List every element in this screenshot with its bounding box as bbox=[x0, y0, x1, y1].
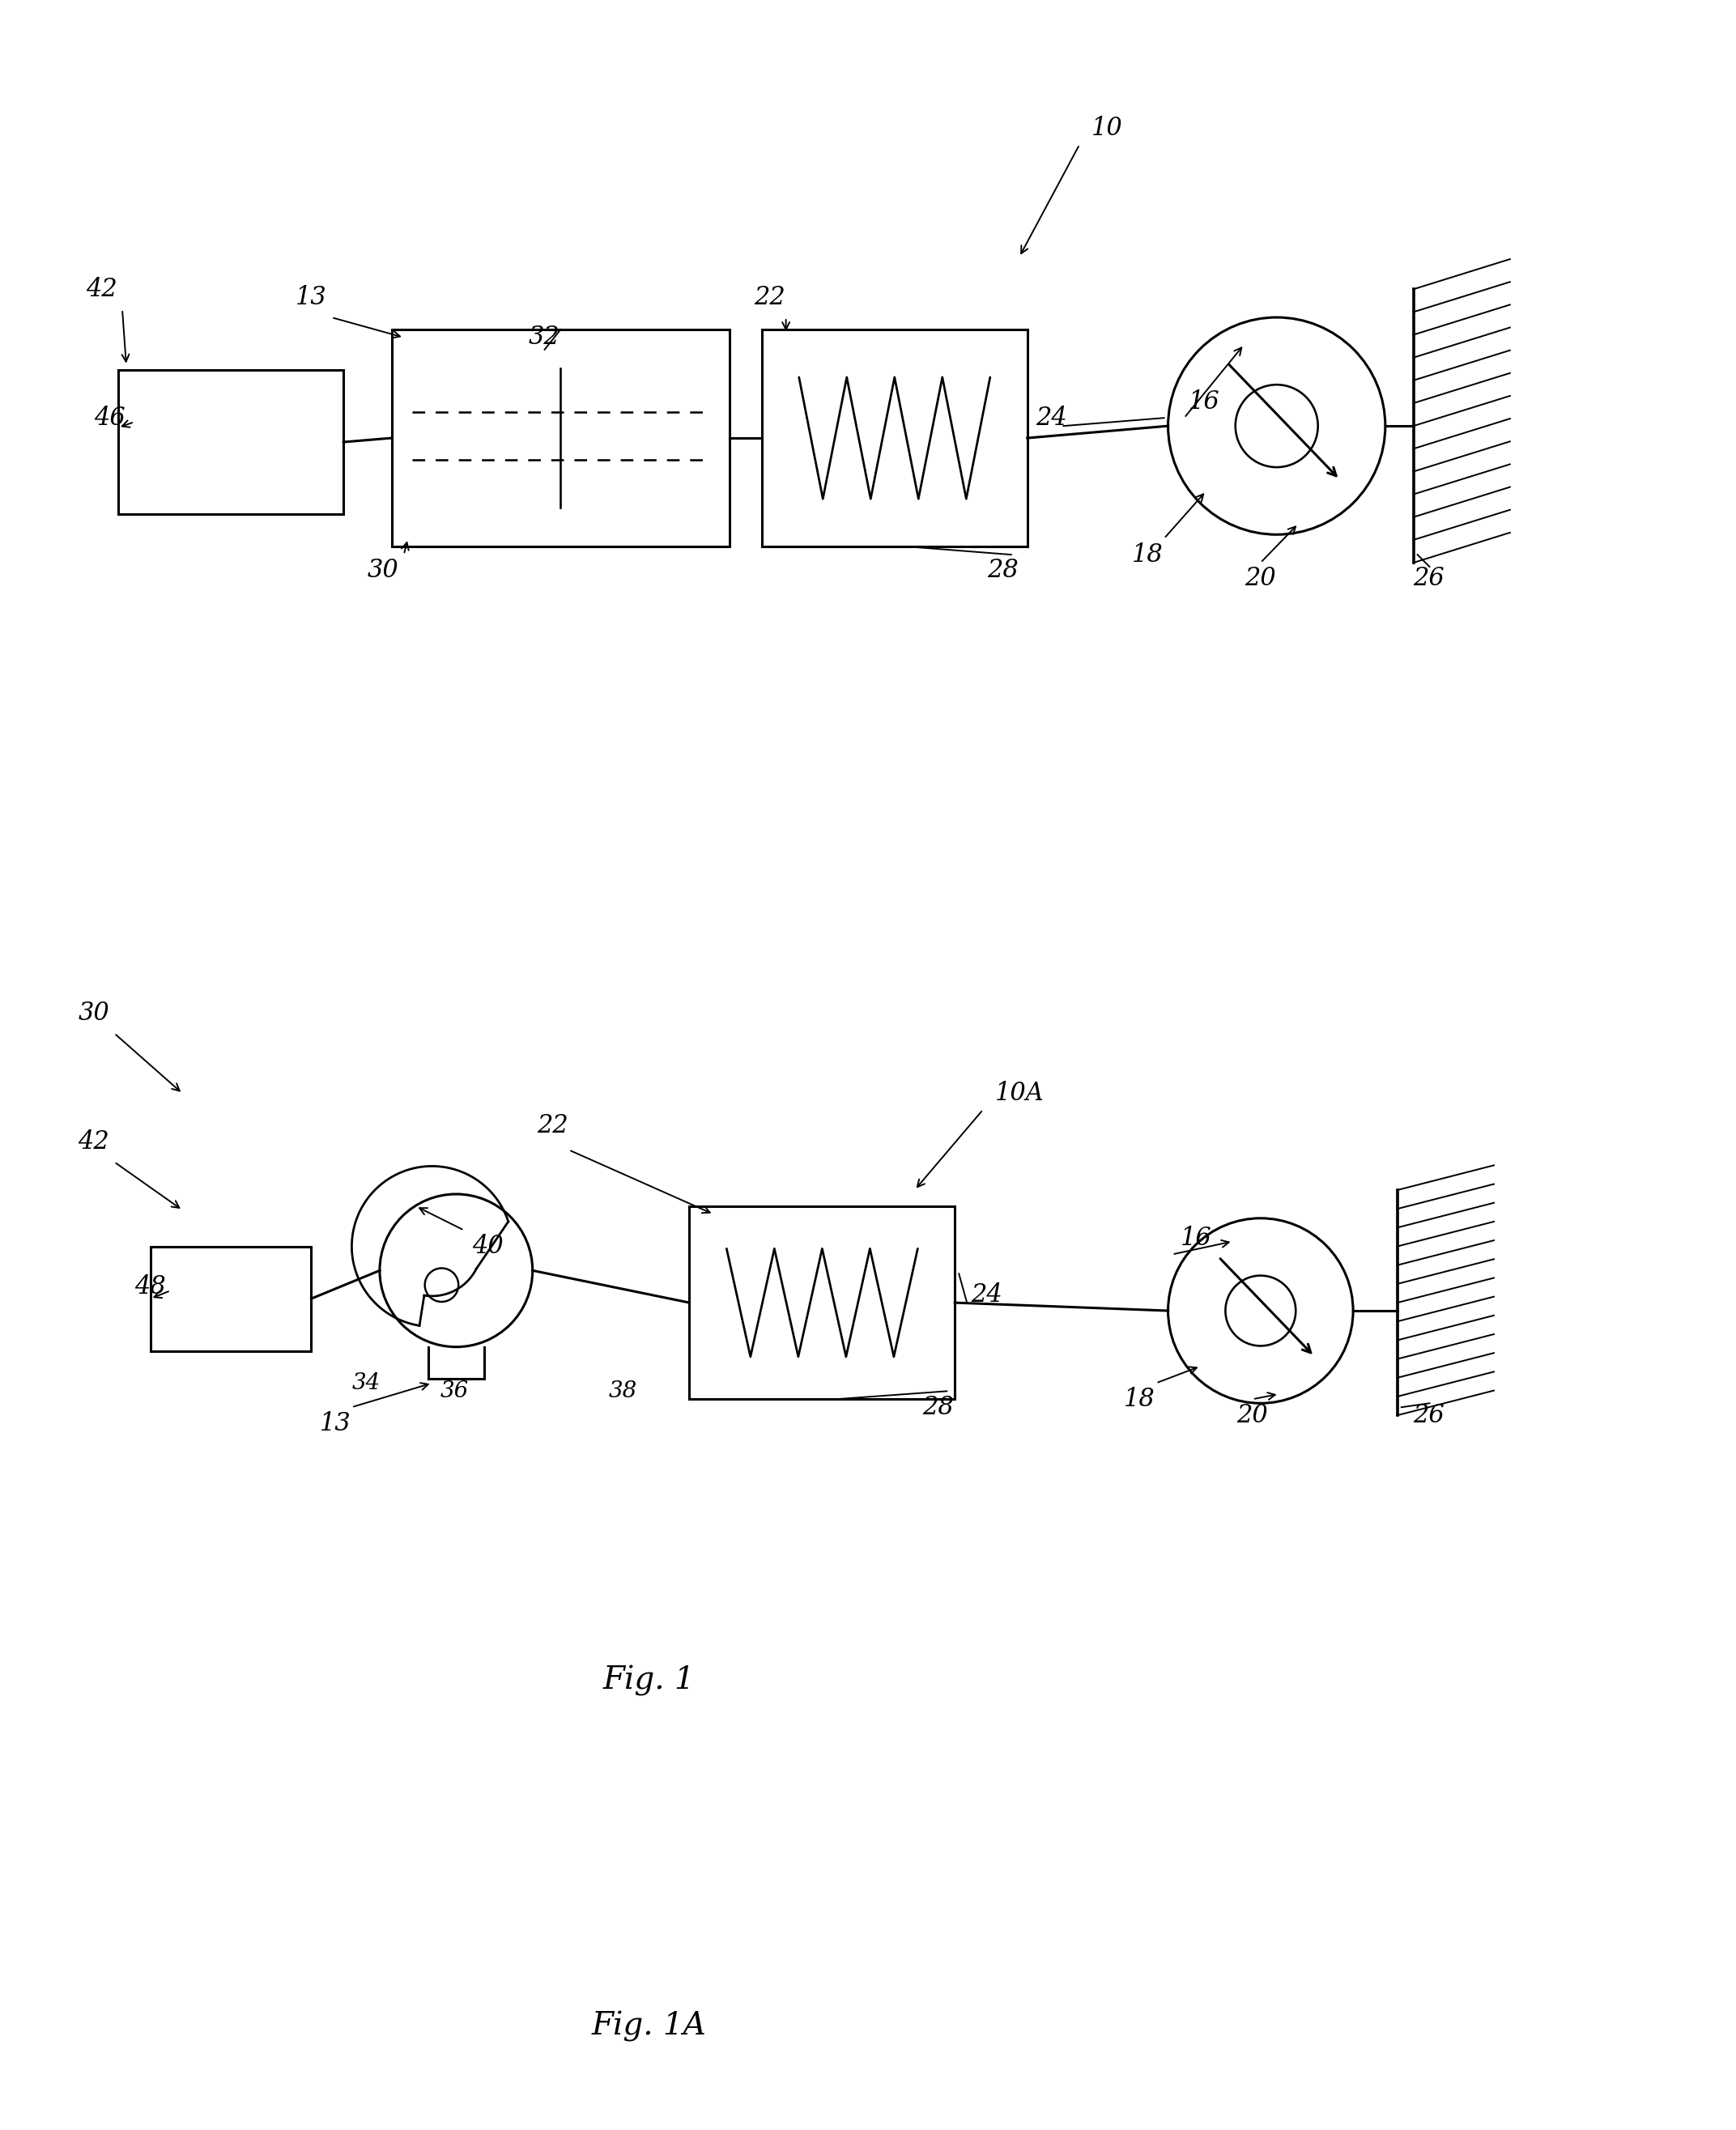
Text: 22: 22 bbox=[536, 1114, 568, 1137]
Text: 28: 28 bbox=[988, 558, 1019, 584]
Text: 13: 13 bbox=[319, 1410, 351, 1436]
Bar bbox=[762, 330, 1028, 547]
Bar bbox=[151, 1246, 311, 1350]
Text: 10A: 10A bbox=[995, 1082, 1045, 1105]
Text: 22: 22 bbox=[753, 285, 785, 309]
Text: 30: 30 bbox=[78, 1001, 109, 1027]
Text: 13: 13 bbox=[295, 285, 326, 309]
Text: 16: 16 bbox=[1180, 1225, 1212, 1250]
Text: 24: 24 bbox=[1035, 405, 1066, 430]
Text: 38: 38 bbox=[609, 1380, 637, 1402]
Text: 48: 48 bbox=[134, 1274, 165, 1299]
Text: 26: 26 bbox=[1413, 1404, 1444, 1427]
Text: 20: 20 bbox=[1245, 567, 1276, 592]
Text: 20: 20 bbox=[1236, 1404, 1267, 1427]
Bar bbox=[392, 330, 729, 547]
Text: Fig. 1A: Fig. 1A bbox=[592, 2011, 707, 2043]
Text: 46: 46 bbox=[94, 405, 125, 430]
Text: 32: 32 bbox=[528, 326, 561, 349]
Text: 30: 30 bbox=[368, 558, 399, 584]
Text: 40: 40 bbox=[472, 1233, 503, 1259]
Text: 42: 42 bbox=[78, 1129, 109, 1154]
Text: 36: 36 bbox=[439, 1380, 469, 1402]
Bar bbox=[118, 371, 344, 515]
Bar bbox=[689, 1206, 955, 1399]
Text: 10: 10 bbox=[1092, 115, 1123, 141]
Text: 28: 28 bbox=[924, 1395, 955, 1421]
Text: 42: 42 bbox=[87, 277, 118, 302]
Text: 16: 16 bbox=[1187, 390, 1220, 415]
Text: Fig. 1: Fig. 1 bbox=[602, 1666, 694, 1695]
Text: 34: 34 bbox=[351, 1372, 380, 1393]
Text: 24: 24 bbox=[970, 1282, 1002, 1308]
Text: 18: 18 bbox=[1123, 1387, 1154, 1412]
Text: 26: 26 bbox=[1413, 567, 1444, 592]
Text: 18: 18 bbox=[1132, 543, 1163, 567]
